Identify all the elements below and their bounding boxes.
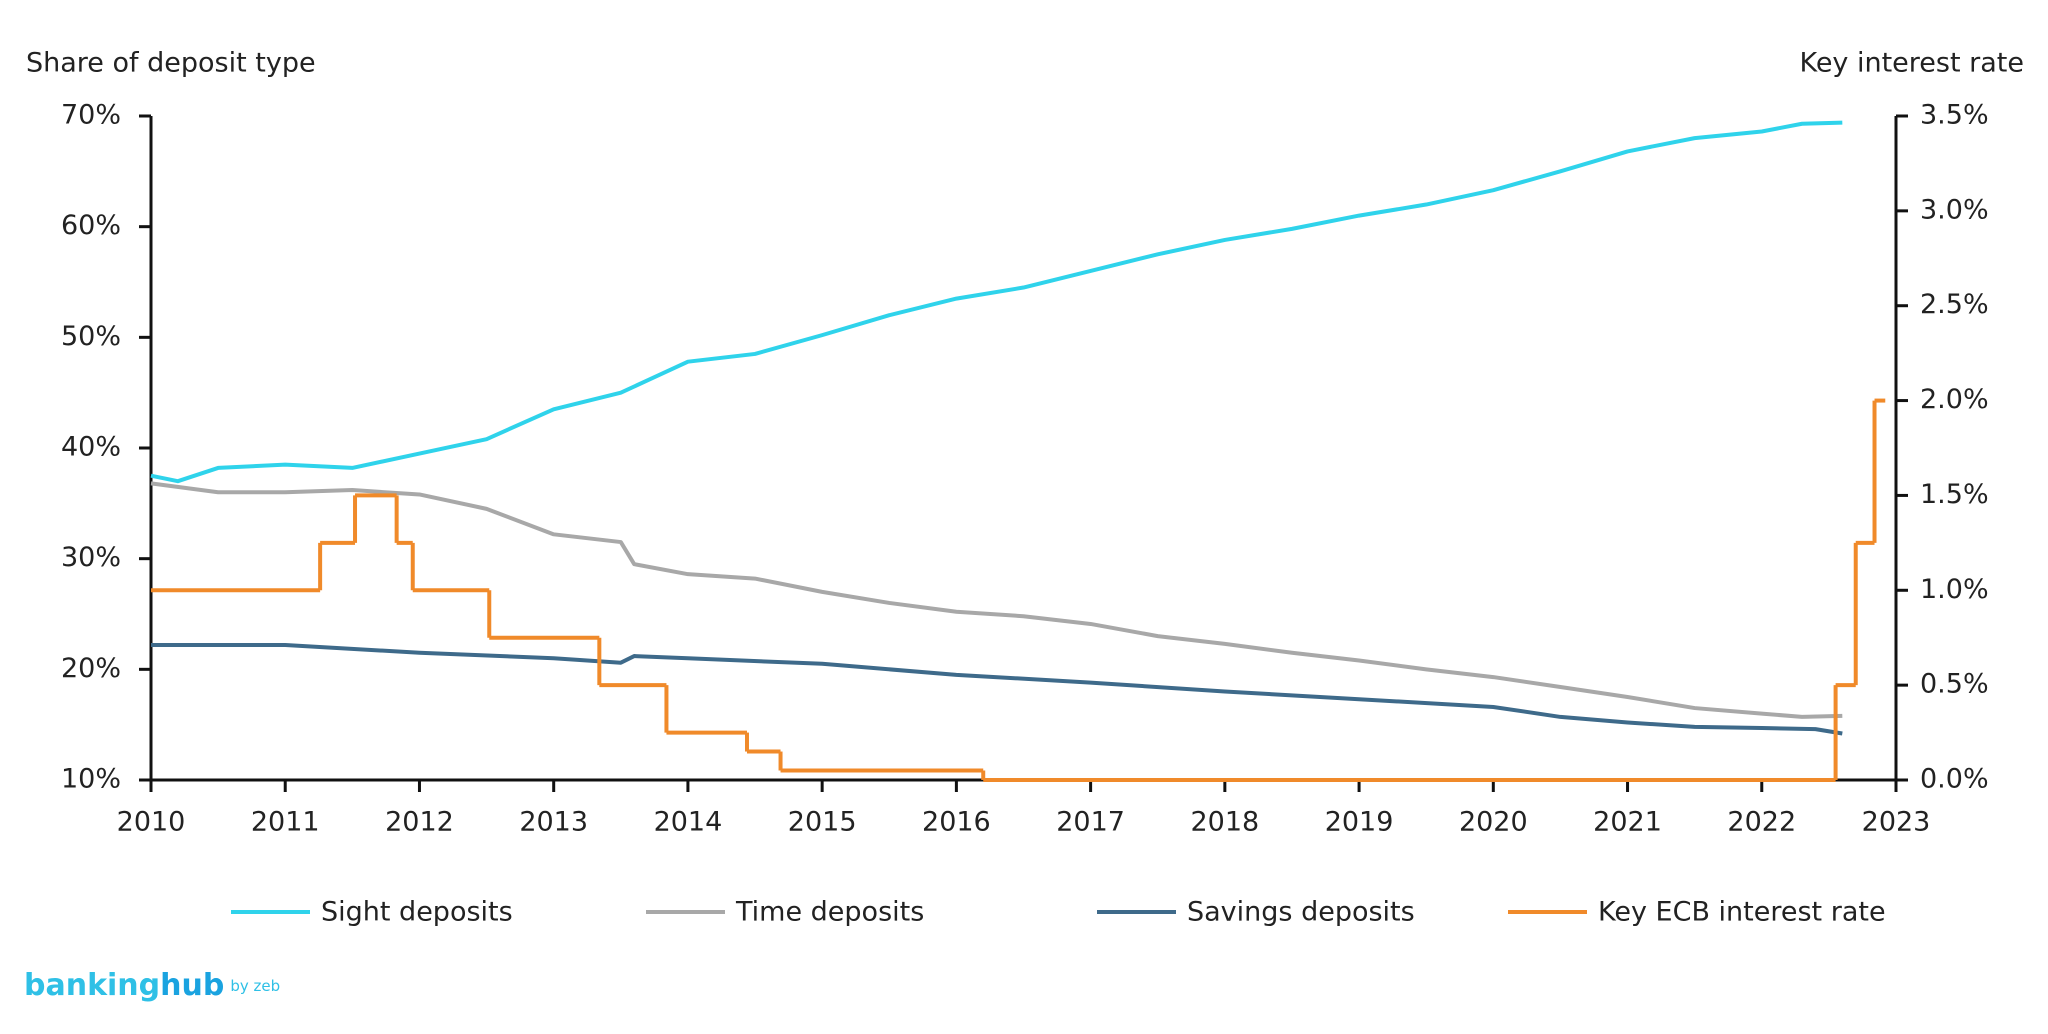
y2ticks-label: 2.5% — [1920, 289, 1989, 320]
yticks-label: 40% — [61, 432, 121, 463]
line — [151, 642, 1843, 736]
x-tick-label: 2022 — [1727, 807, 1796, 838]
x-tick-label: 2021 — [1593, 807, 1662, 838]
legend-label: Savings deposits — [1187, 897, 1415, 928]
x-tick-label: 2011 — [251, 807, 320, 838]
line — [150, 120, 1843, 484]
logo: bankinghub by zeb — [24, 968, 280, 1003]
yticks-label: 10% — [61, 764, 121, 795]
logo-by: by zeb — [230, 977, 280, 995]
y2-axis-title: Key interest rate — [1799, 48, 2024, 79]
y2ticks-label: 0.5% — [1920, 669, 1989, 700]
x-tick-label: 2019 — [1325, 807, 1394, 838]
y2ticks-label: 3.0% — [1920, 194, 1989, 225]
x-tick-label: 2016 — [922, 807, 991, 838]
x-tick-label: 2012 — [385, 807, 454, 838]
logo-main: banking — [24, 968, 160, 1003]
line — [150, 481, 1843, 719]
logo-bold: hub — [160, 968, 224, 1003]
yticks-label: 70% — [61, 100, 121, 131]
x-tick-label: 2020 — [1459, 807, 1528, 838]
x-tick-label: 2018 — [1190, 807, 1259, 838]
legend-label: Sight deposits — [321, 897, 513, 928]
y2ticks-label: 1.5% — [1920, 479, 1989, 510]
yticks-label: 60% — [61, 210, 121, 241]
y2ticks-label: 3.5% — [1920, 100, 1989, 131]
x-tick-label: 2017 — [1056, 807, 1125, 838]
legend-label: Key ECB interest rate — [1598, 897, 1886, 928]
y2ticks-label: 2.0% — [1920, 384, 1989, 415]
y2ticks-label: 1.0% — [1920, 574, 1989, 605]
x-tick-label: 2023 — [1862, 807, 1931, 838]
yticks-label: 50% — [61, 321, 121, 352]
x-tick-label: 2010 — [117, 807, 186, 838]
x-tick-label: 2014 — [654, 807, 723, 838]
legend-label: Time deposits — [735, 897, 924, 928]
y-axis-title: Share of deposit type — [26, 48, 316, 79]
yticks-label: 30% — [61, 542, 121, 573]
x-tick-label: 2013 — [519, 807, 588, 838]
x-tick-label: 2015 — [788, 807, 857, 838]
yticks-label: 20% — [61, 653, 121, 684]
y2ticks-label: 0.0% — [1920, 764, 1989, 795]
